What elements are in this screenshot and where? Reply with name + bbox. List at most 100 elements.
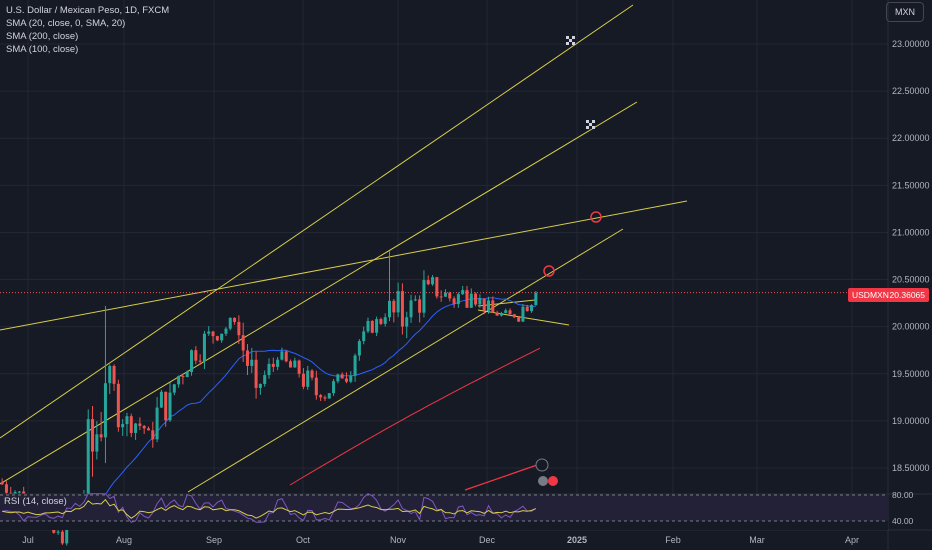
candle-body [4,484,8,493]
rsi-tick-label: 80.00 [892,490,914,500]
candle-body [319,395,323,398]
y-tick-label: 21.00000 [892,227,930,237]
candle-body [0,482,4,485]
currency-button[interactable]: MXN [886,2,924,22]
checkered-flag-icon [566,36,575,45]
candle-body [134,423,138,433]
x-tick-label: Sep [206,535,222,545]
candle-body [431,277,435,285]
candle-body [254,359,258,388]
candle-body [91,419,95,452]
rsi-line [2,493,537,523]
candle-body [198,360,202,362]
candle-body [284,351,288,362]
candle-body [443,292,447,297]
candle-body [357,341,361,356]
candle-body [202,333,206,362]
indicator-sma20[interactable]: SMA (20, close, 0, SMA, 20) [6,18,126,29]
candle-body [245,350,249,366]
candle-body [86,419,90,497]
candle-body [499,312,503,316]
x-tick-label: Feb [665,535,681,545]
x-tick-label: Mar [749,535,765,545]
candle-body [263,375,267,384]
candle-body [370,320,374,333]
candle-body [340,374,344,379]
candle-body [379,319,383,324]
candle-body [103,383,107,438]
candle-body [422,280,426,313]
candle-body [159,391,163,408]
candle-body [151,430,155,440]
candle-body [185,372,189,378]
candle-body [366,320,370,332]
candle-body [495,312,499,316]
y-tick-label: 20.50000 [892,275,930,285]
y-tick-label: 18.50000 [892,463,930,473]
candle-body [336,374,340,382]
candle-body [461,290,465,295]
candle-body [280,351,284,360]
candle-body [521,306,525,322]
candle-body [418,299,422,313]
event-icon [535,458,549,472]
candle-body [439,296,443,298]
price-tag-symbol: USDMXN [852,290,889,300]
candle-body [172,384,176,393]
candle-body [413,299,417,301]
y-tick-label: 20.00000 [892,322,930,332]
sma200-line [289,347,541,486]
candle-body [164,391,168,421]
candle-body [207,331,211,334]
rsi-ma-line [2,498,536,519]
candle-body [392,300,396,313]
price-tag-value: 20.36065 [889,290,925,300]
candle-body [306,370,310,387]
candle-body [534,292,538,306]
candle-body [478,298,482,305]
candle-body [314,377,318,396]
candle-body [289,361,293,368]
y-tick-label: 21.50000 [892,180,930,190]
candle-body [190,350,194,373]
candle-body [181,376,185,378]
candle-body [194,350,198,361]
candle-body [108,365,112,384]
candle-body [362,331,366,342]
candle-body [465,290,469,308]
candle-body [155,407,159,440]
candle-body [258,383,262,388]
candle-body [267,363,271,376]
candle-body [65,519,69,544]
candle-body [504,310,508,313]
candle-body [452,298,456,304]
candle-body [177,376,181,385]
candle-body [95,434,99,452]
candle-body [60,531,64,544]
candle-body [310,370,314,378]
flag-event-icon [548,476,558,486]
y-tick-label: 19.50000 [892,369,930,379]
candle-body [400,291,404,327]
candle-body [435,277,439,297]
candle-body [297,360,301,374]
x-tick-label: Jul [22,535,34,545]
candle-body [233,317,237,322]
candle-body [301,373,305,387]
candle-body [525,306,529,312]
candle-body [215,336,219,341]
candle-body [469,293,473,308]
indicator-sma100[interactable]: SMA (100, close) [6,44,79,55]
target-circle-marker [543,265,555,277]
target-circle-marker [590,211,602,223]
last-price-tag: USDMXN 20.36065 [848,288,929,302]
indicator-sma200[interactable]: SMA (200, close) [6,31,79,42]
series-title: U.S. Dollar / Mexican Peso, 1D, FXCM [6,5,170,16]
checkered-flag-icon [586,120,595,129]
rsi-band [0,495,888,521]
candle-body [17,491,21,493]
arrow-line [464,464,538,491]
flag-event-icon [538,476,548,486]
candle-body [353,355,357,376]
